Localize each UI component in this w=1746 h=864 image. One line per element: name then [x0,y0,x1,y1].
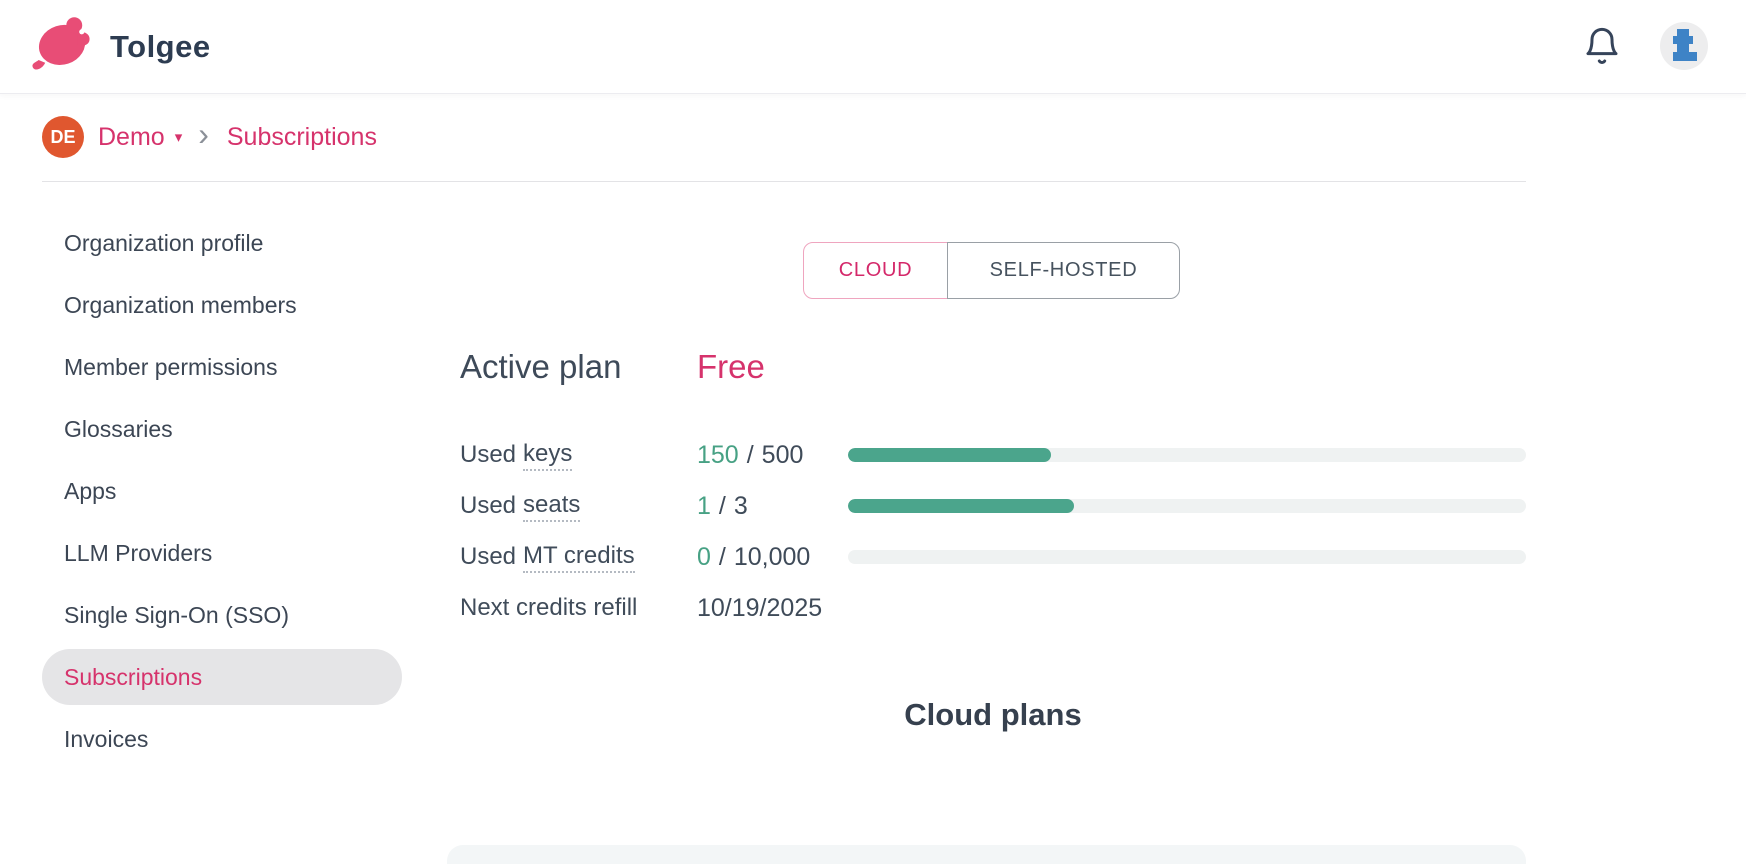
org-avatar[interactable]: DE [42,116,84,158]
active-plan-label: Active plan [460,348,622,385]
usage-seats-progressbar [848,499,1526,513]
usage-mt-credits-label: Used [460,543,517,570]
sidebar-item-glossaries[interactable]: Glossaries [64,415,173,442]
app-header: Tolgee [0,0,1746,94]
usage-mt-credits-progressbar [848,550,1526,564]
toggle-self-hosted-button[interactable]: SELF-HOSTED [947,242,1180,299]
brand-logo[interactable]: Tolgee [30,14,211,79]
header-divider [42,181,1526,182]
sidebar-item-organization-profile[interactable]: Organization profile [64,229,264,256]
breadcrumb-org-menu[interactable]: Demo ▾ [98,123,182,152]
usage-row-mt-credits: Used MT credits 0 / 10,000 [460,537,1526,577]
usage-mt-credits-term[interactable]: MT credits [523,542,635,573]
usage-seats-term[interactable]: seats [523,491,581,522]
active-plan-heading: Active plan Free [460,348,765,386]
usage-seats-label: Used [460,492,517,519]
breadcrumb-org-label: Demo [98,122,165,151]
sidebar-item-subscriptions[interactable]: Subscriptions [42,649,402,705]
notifications-bell-icon[interactable] [1582,26,1622,66]
active-plan-name: Free [697,348,765,385]
usage-keys-progressbar [848,448,1526,462]
usage-row-seats: Used seats 1 / 3 [460,486,1526,526]
usage-seats-value: 1 / 3 [697,491,748,520]
brand-name: Tolgee [110,28,211,64]
user-avatar[interactable] [1660,22,1708,70]
usage-summary: Used keys 150 / 500 Used seats 1 / 3 [460,435,1526,639]
tolgee-mouse-icon [30,14,96,79]
toggle-cloud-button[interactable]: CLOUD [803,242,948,299]
sidebar-item-llm-providers[interactable]: LLM Providers [64,539,213,566]
sidebar-item-invoices[interactable]: Invoices [64,725,149,752]
usage-row-refill: Next credits refill 10/19/2025 [460,588,1526,628]
usage-keys-value: 150 / 500 [697,440,804,469]
plan-card-top-edge [447,845,1526,864]
usage-keys-label: Used [460,441,517,468]
plan-type-toggle: CLOUD SELF-HOSTED [803,242,1180,299]
settings-sidebar: Organization profile Organization member… [42,215,402,773]
chevron-down-icon: ▾ [174,129,183,146]
usage-mt-credits-value: 0 / 10,000 [697,542,811,571]
breadcrumb: DE Demo ▾ › Subscriptions [42,113,377,161]
usage-keys-term[interactable]: keys [523,440,573,471]
refill-date: 10/19/2025 [697,593,823,622]
sidebar-item-sso[interactable]: Single Sign-On (SSO) [64,601,289,628]
breadcrumb-current-page[interactable]: Subscriptions [226,122,377,151]
sidebar-item-member-permissions[interactable]: Member permissions [64,353,278,380]
refill-label: Next credits refill [460,594,638,621]
sidebar-item-apps[interactable]: Apps [64,477,117,504]
sidebar-item-organization-members[interactable]: Organization members [64,291,297,318]
cloud-plans-title: Cloud plans [904,697,1082,732]
usage-row-keys: Used keys 150 / 500 [460,435,1526,475]
breadcrumb-separator-icon: › [198,116,209,152]
